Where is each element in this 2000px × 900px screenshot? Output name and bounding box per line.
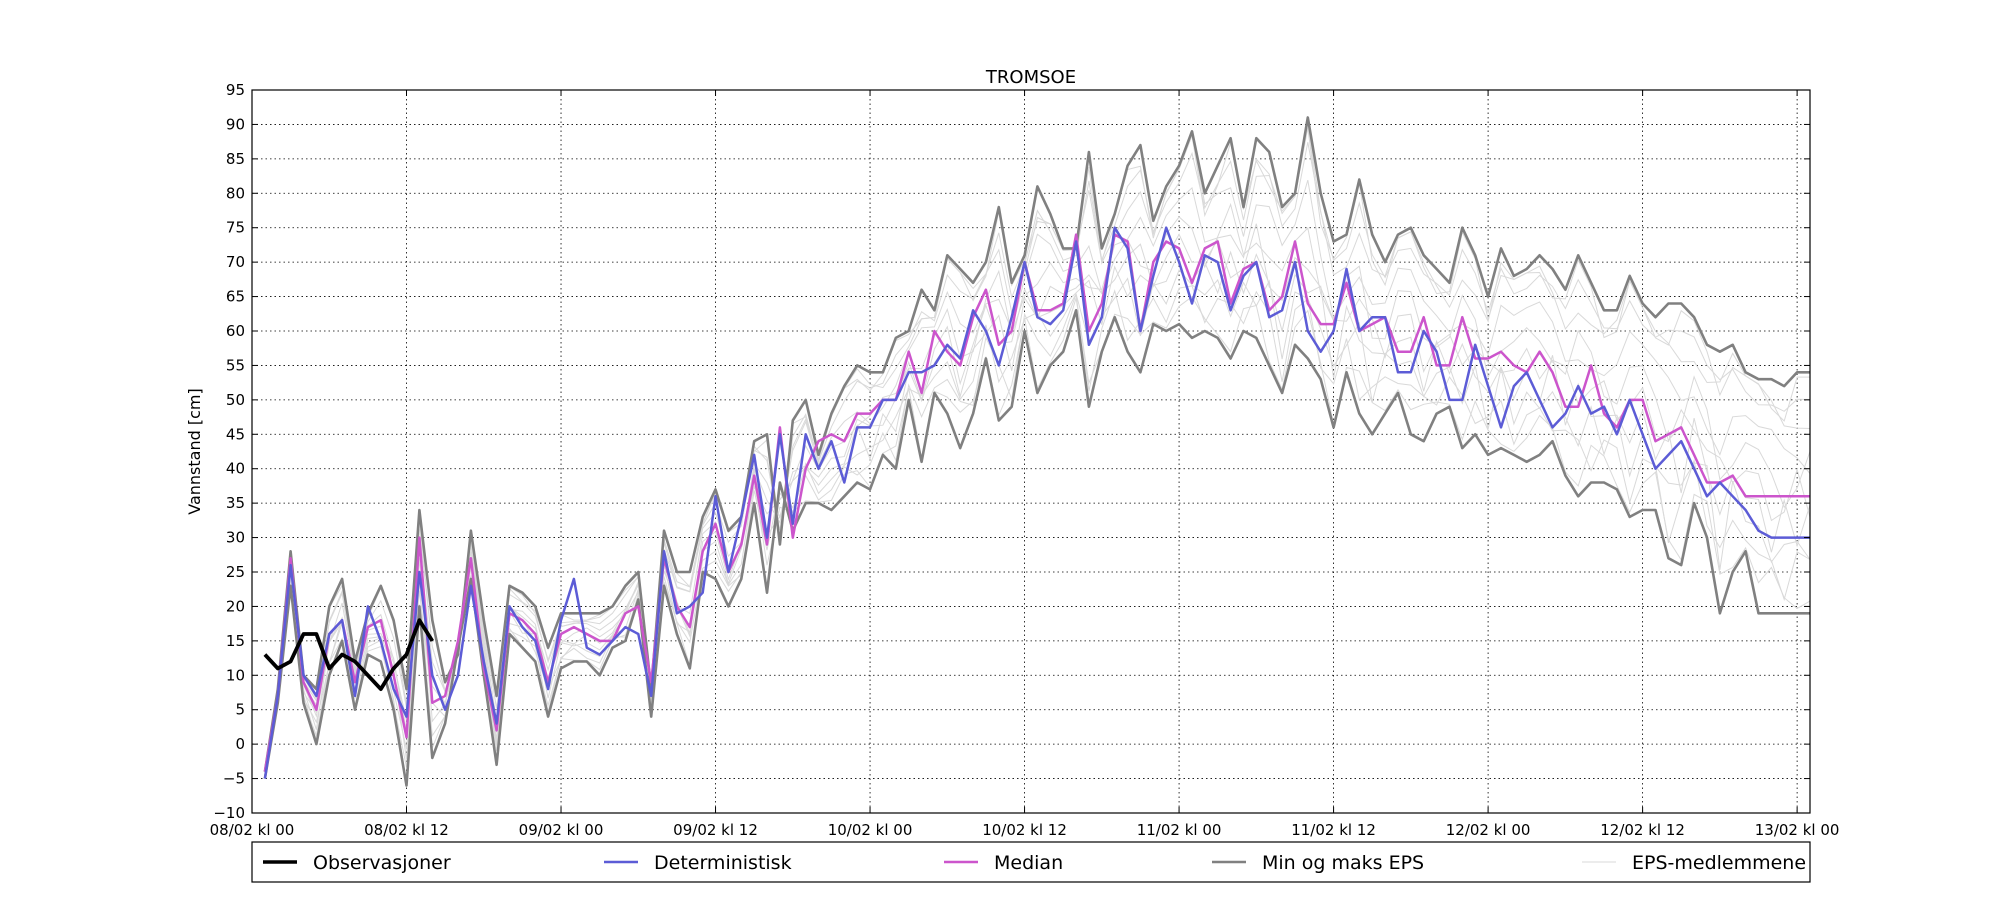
legend-label: Deterministisk [654,852,792,874]
x-tick-label: 13/02 kl 00 [1755,821,1840,839]
x-tick-label: 09/02 kl 12 [673,821,758,839]
y-tick-label: −5 [223,770,245,788]
x-tick-label: 09/02 kl 00 [519,821,604,839]
observations-line [263,618,434,691]
y-tick-label: 35 [226,494,245,512]
eps-member-line [264,127,1810,772]
x-tick-label: 08/02 kl 00 [210,821,295,839]
chart-title: TROMSOE [985,67,1076,88]
legend: Observasjoner Deterministisk Median Min og … [251,841,1811,883]
y-tick-label: −10 [213,804,245,822]
y-tick-label: 70 [226,253,245,271]
y-tick-label: 20 [226,597,245,615]
min-eps-line [263,308,1810,787]
median-line [263,233,1810,772]
y-tick-label: 80 [226,184,245,202]
eps-member-line [264,179,1811,775]
y-axis-label: Vannstand [cm] [185,388,204,514]
y-tick-label: 65 [226,288,245,306]
deterministic-line [263,226,1810,779]
y-tick-label: 75 [226,219,245,237]
x-tick-label: 10/02 kl 00 [828,821,913,839]
y-tick-label: 10 [226,666,245,684]
series [263,116,1810,787]
y-tick-label: 50 [226,391,245,409]
eps-member-line [264,285,1811,777]
legend-label: Min og maks EPS [1262,852,1424,874]
x-tick-label: 08/02 kl 12 [364,821,449,839]
y-tick-label: 45 [226,425,245,443]
y-tick-label: 0 [235,735,245,753]
x-tick-label: 12/02 kl 12 [1600,821,1685,839]
plot-frame [251,89,1811,814]
legend-label: EPS-medlemmene [1632,852,1806,874]
eps-member-line [264,202,1811,776]
x-tick-label: 11/02 kl 00 [1137,821,1222,839]
x-tick-label: 10/02 kl 12 [982,821,1067,839]
y-tick-label: 95 [226,81,245,99]
y-tick-label: 55 [226,356,245,374]
y-tick-label: 90 [226,115,245,133]
legend-label: Median [994,852,1063,874]
y-tick-label: 25 [226,563,245,581]
y-tick-label: 85 [226,150,245,168]
legend-label: Observasjoner [313,852,451,874]
x-tick-label: 12/02 kl 00 [1446,821,1531,839]
y-tick-label: 60 [226,322,245,340]
eps-member-line [264,123,1811,773]
y-tick-label: 15 [226,632,245,650]
y-tick-label: 30 [226,529,245,547]
axis-ticks: −10 −5 0 5 10 15 20 25 30 35 40 45 50 55 60 65 70 75 80 85 9… [210,81,1840,839]
x-tick-label: 11/02 kl 12 [1291,821,1376,839]
legend-frame [251,841,1811,883]
y-tick-label: 5 [235,701,245,719]
y-tick-label: 40 [226,460,245,478]
max-eps-line [263,116,1810,772]
